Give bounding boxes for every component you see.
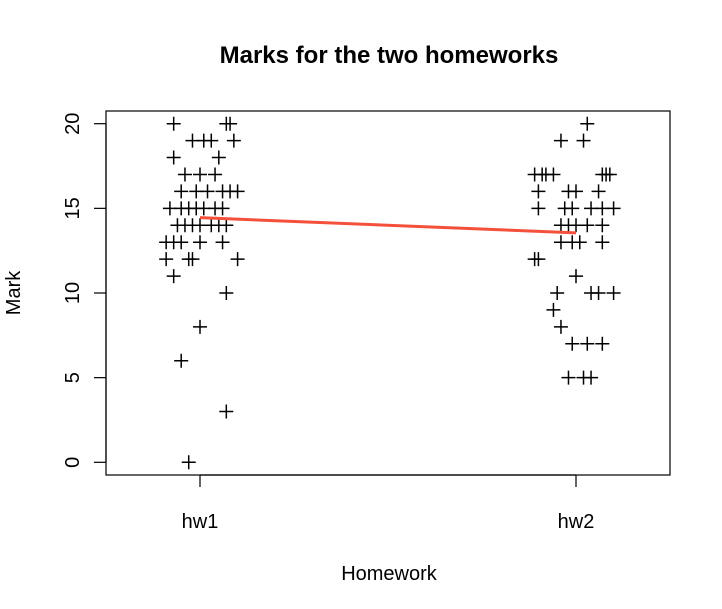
- point-hw2: [580, 116, 595, 131]
- chart-title: Marks for the two homeworks: [220, 42, 559, 69]
- point-hw1: [166, 150, 181, 165]
- point-hw2: [553, 319, 568, 334]
- point-hw1: [174, 235, 189, 250]
- point-hw1: [166, 116, 181, 131]
- point-hw2: [531, 201, 546, 216]
- point-hw1: [226, 133, 241, 148]
- point-hw1: [177, 167, 192, 182]
- point-hw1: [211, 150, 226, 165]
- point-hw2: [584, 370, 599, 385]
- point-hw2: [565, 336, 580, 351]
- mean-line: [199, 216, 577, 235]
- x-axis-label: Homework: [341, 563, 438, 585]
- point-hw2: [591, 286, 606, 300]
- point-hw2: [572, 235, 587, 250]
- point-hw1: [230, 184, 245, 199]
- point-hw2: [580, 218, 595, 233]
- point-hw1: [219, 286, 234, 300]
- point-hw1: [193, 319, 207, 334]
- point-hw1: [200, 184, 215, 199]
- y-axis: 0 5 10 15 20: [62, 113, 107, 468]
- point-hw2: [595, 235, 610, 250]
- scatter-points: [159, 116, 621, 470]
- x-tick-label-hw1: hw1: [182, 511, 219, 533]
- point-hw2: [569, 269, 583, 284]
- point-hw1: [223, 116, 238, 131]
- point-hw2: [606, 286, 621, 300]
- point-hw1: [181, 455, 196, 470]
- x-axis: hw1 hw2: [182, 474, 595, 533]
- point-hw2: [595, 218, 610, 233]
- y-tick-label: 20: [62, 113, 84, 135]
- point-hw1: [208, 167, 223, 182]
- y-tick-label: 15: [62, 197, 84, 219]
- point-hw1: [166, 269, 181, 284]
- point-hw2: [550, 286, 565, 300]
- point-hw2: [595, 336, 610, 351]
- point-hw1: [159, 252, 174, 267]
- point-hw2: [565, 201, 580, 216]
- point-hw1: [174, 184, 189, 199]
- point-hw2: [553, 133, 568, 148]
- point-hw2: [569, 184, 583, 199]
- point-hw2: [576, 133, 591, 148]
- point-hw1: [204, 133, 219, 148]
- point-hw1: [219, 218, 234, 233]
- x-tick-label-hw2: hw2: [558, 511, 595, 533]
- point-hw2: [580, 336, 595, 351]
- point-hw2: [602, 167, 617, 182]
- point-hw2: [606, 201, 621, 216]
- y-tick-label: 10: [62, 282, 84, 304]
- y-tick-label: 5: [62, 372, 84, 383]
- y-axis-label: Mark: [3, 270, 25, 315]
- point-hw2: [591, 184, 606, 199]
- point-hw1: [215, 201, 230, 216]
- y-tick-label: 0: [62, 457, 84, 468]
- point-hw1: [215, 235, 230, 250]
- point-hw2: [531, 252, 546, 267]
- point-hw2: [531, 184, 546, 199]
- point-hw1: [230, 252, 245, 267]
- point-hw1: [193, 167, 207, 182]
- point-hw2: [546, 302, 561, 317]
- point-hw1: [193, 235, 207, 250]
- point-hw2: [561, 370, 576, 385]
- point-hw1: [174, 353, 189, 368]
- point-hw1: [219, 404, 234, 419]
- point-hw2: [546, 167, 561, 182]
- point-hw1: [185, 252, 200, 267]
